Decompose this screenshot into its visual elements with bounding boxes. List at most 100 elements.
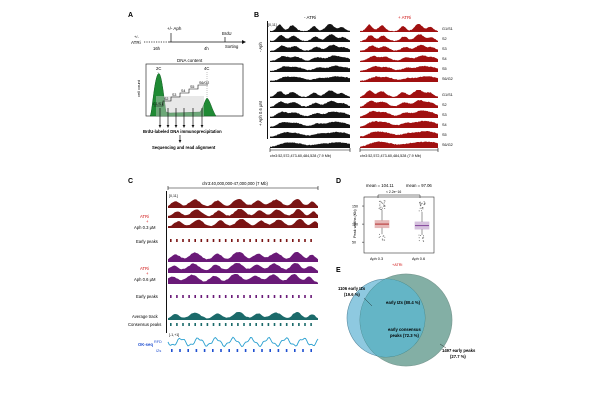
venn-intersection xyxy=(360,279,425,357)
venn-left-label: 1106 early IZs xyxy=(338,286,366,291)
b-frac-t3: S4 xyxy=(442,57,447,61)
fraction-2: S3 xyxy=(172,93,176,97)
c-consensus-label: Consensus peaks xyxy=(128,322,161,327)
b-track-top-left-5 xyxy=(270,76,350,82)
histogram-2c: 2C xyxy=(156,66,161,71)
b-track-bot-right-2 xyxy=(360,110,438,118)
c-g1-atri: ATRi xyxy=(140,214,149,219)
d-xsub: +ATRi xyxy=(392,263,403,267)
d-box-0 xyxy=(374,200,390,241)
b-coords-left: chr3:52,572,473-60,484,528 (7.9 Mb) xyxy=(270,154,331,158)
histogram-title: DNA content xyxy=(177,58,203,63)
venn-inter-3: peaks (72.3 %) xyxy=(390,333,419,338)
b-track-bot-right-0 xyxy=(360,90,438,98)
c-peaks-red xyxy=(170,239,312,242)
b-frac-t4: S5 xyxy=(442,67,447,71)
c-track-red-1 xyxy=(168,209,318,218)
row-top-label: - Aph xyxy=(258,42,263,52)
histogram-curve xyxy=(149,73,217,117)
c-g2-plus: + xyxy=(146,271,149,276)
timeline-start-prefix: +/- xyxy=(134,34,139,39)
b-track-top-right-1 xyxy=(360,34,438,42)
d-ytick-label-2: 50 xyxy=(352,240,356,244)
b-track-top-right-0 xyxy=(360,24,438,32)
b-coords-right: chr3:52,572,473-60,484,528 (7.9 Mb) xyxy=(360,154,421,158)
b-track-top-left-1 xyxy=(270,34,350,42)
b-track-area xyxy=(270,24,438,148)
c-peaks-consensus xyxy=(170,323,312,326)
b-track-bot-left-3 xyxy=(270,121,350,128)
c-track-purple-0 xyxy=(168,252,318,262)
c-g2-peaks: Early peaks xyxy=(136,294,158,299)
b-frac-t1: S2 xyxy=(442,37,447,41)
b-track-bot-right-4 xyxy=(360,131,438,138)
b-fraction-labels-bottom: G1/S1 S2 S3 S4 S5 S6/G2 xyxy=(442,93,453,147)
venn-left-pct: (19.6 %) xyxy=(344,292,360,297)
d-mean-left: mean = 104.11 xyxy=(366,183,394,188)
c-g1-plus: + xyxy=(146,219,149,224)
b-frac-b1: S2 xyxy=(442,103,447,107)
b-track-top-left-3 xyxy=(270,55,350,62)
c-avg-label: Average track xyxy=(132,314,159,319)
b-scale: [0,11] xyxy=(268,23,277,27)
b-track-top-left-4 xyxy=(270,65,350,72)
panel-e-letter: E xyxy=(336,267,341,274)
d-xlabel-1: Aph 0.6 xyxy=(412,257,425,261)
b-track-bot-right-5 xyxy=(360,141,438,148)
d-ytick-label-1: 100 xyxy=(352,222,358,226)
fraction-arrowheads xyxy=(158,125,204,128)
timeline-start-label: ATRi xyxy=(131,40,141,45)
timeline-end: Sorting xyxy=(225,44,239,49)
d-boxplots xyxy=(374,200,430,242)
panel-e: E 1106 early IZs (19.6 %) early IZs (80.… xyxy=(336,267,476,367)
c-track-red-2 xyxy=(168,219,318,228)
c-track-purple-2 xyxy=(168,274,318,284)
c-scale: [0,11] xyxy=(169,194,178,198)
timeline-brdu: BrdU xyxy=(222,31,232,36)
b-frac-b0: G1/S1 xyxy=(442,93,453,97)
c-track-area xyxy=(167,199,319,352)
step-ip: BrdU-labeled DNA immunoprecipitation xyxy=(143,129,222,134)
fraction-stairs xyxy=(154,84,208,107)
b-track-bot-left-2 xyxy=(270,111,350,118)
panel-d: D mean = 104.11 mean = 97.06 < 2.2e−16 P… xyxy=(336,178,435,267)
b-track-top-right-3 xyxy=(360,55,438,62)
row-bottom-label: + Aph 0.6 μM xyxy=(258,101,263,126)
c-okseq-label: OK-seq xyxy=(138,342,153,347)
d-mean-right: mean = 97.06 xyxy=(406,183,432,188)
fraction-4: S5 xyxy=(190,85,194,89)
c-g2-atri: ATRi xyxy=(140,266,149,271)
c-izs-label: IZs xyxy=(156,349,161,353)
b-track-top-right-4 xyxy=(360,65,438,72)
b-track-top-left-2 xyxy=(270,44,350,52)
b-track-top-right-2 xyxy=(360,44,438,52)
c-track-red-0 xyxy=(168,199,318,208)
c-g2-aph: Aph 0.6 μM xyxy=(134,277,156,282)
b-track-bot-left-0 xyxy=(270,90,350,98)
venn-right-pointer xyxy=(439,343,447,349)
timeline-t2: 4h xyxy=(204,46,209,51)
c-coords: chr3:40,000,000-47,000,000 (7 Mb) xyxy=(202,181,268,186)
d-plot-box xyxy=(363,196,435,254)
b-frac-b3: S4 xyxy=(442,123,447,127)
col-left-label: - ATRi xyxy=(304,15,316,20)
step-seq: Sequencing and read alignment xyxy=(152,145,216,150)
b-track-bot-left-5 xyxy=(270,142,350,148)
fraction-arrows xyxy=(159,108,203,126)
b-fraction-labels-top: G1/S1 S2 S3 S4 S5 S6/G2 xyxy=(442,27,453,81)
timeline-t1: 16h xyxy=(153,46,161,51)
timeline-arrow xyxy=(242,40,246,44)
panel-b-letter: B xyxy=(254,12,259,19)
fraction-5: S6/G2 xyxy=(199,81,209,85)
timeline-aph: +/- Aph xyxy=(167,26,182,31)
d-ylabel: Peak widths (Kb) xyxy=(353,209,357,238)
d-ytick-label-0: 150 xyxy=(352,204,358,208)
panel-c-letter: C xyxy=(128,178,133,185)
c-rfd-label: RFD xyxy=(154,340,162,344)
c-peaks-purple xyxy=(170,295,312,298)
c-left-bar xyxy=(166,191,167,333)
b-frac-b5: S6/G2 xyxy=(442,143,453,147)
d-pvalue: < 2.2e−16 xyxy=(386,190,401,194)
venn-right-label: 1497 early peaks xyxy=(442,348,476,353)
